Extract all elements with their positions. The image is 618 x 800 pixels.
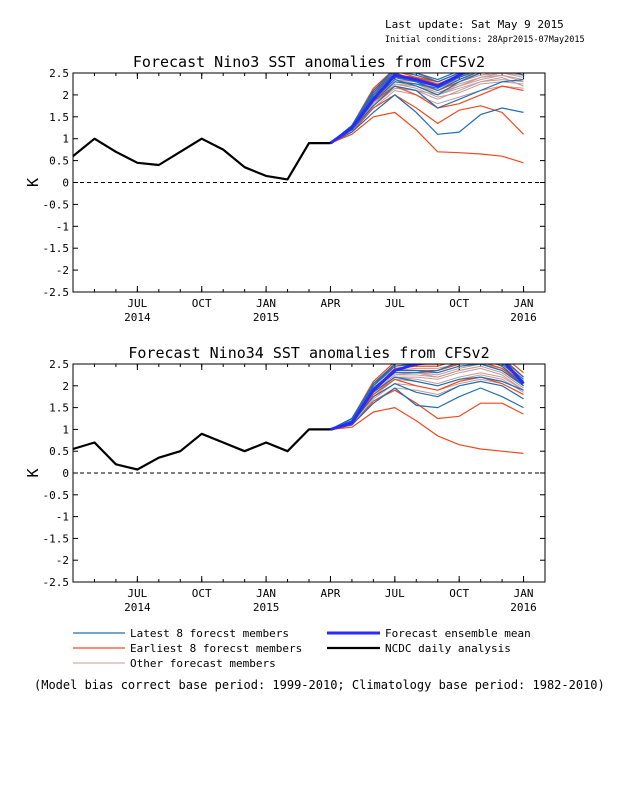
y-tick-label: -2.5 [43, 576, 70, 589]
x-tick-label: OCT [449, 587, 469, 600]
y-tick-label: 0.5 [49, 155, 69, 168]
y-tick-label: 1.5 [49, 111, 69, 124]
initial-conditions-text: Initial conditions: 28Apr2015-07May2015 [385, 35, 585, 45]
earliest-member-line [330, 389, 524, 430]
y-tick-label: -0.5 [43, 198, 70, 211]
x-tick-label: JAN [256, 297, 276, 310]
ncdc-analysis-line [73, 428, 331, 471]
chart-panel-1: Forecast Nino3 SST anomalies from CFSv2 K… [24, 53, 546, 324]
legend-label-analysis: NCDC daily analysis [385, 642, 511, 655]
latest-member-line [330, 380, 524, 430]
legend-label-mean: Forecast ensemble mean [385, 627, 531, 640]
ensemble-mean-line [329, 73, 467, 145]
legend-label-earliest: Earliest 8 forecst members [130, 642, 302, 655]
y-tick-label: -2.5 [43, 286, 70, 299]
earliest-member-line [330, 364, 524, 430]
earliest-member-line [330, 111, 524, 164]
x-tick-label: OCT [192, 297, 212, 310]
y-tick-label: 0.5 [49, 445, 69, 458]
y-axis-label: K [24, 178, 42, 187]
latest-member-line [330, 79, 524, 144]
legend-label-latest: Latest 8 forecst members [130, 627, 289, 640]
x-tick-label: JUL [385, 587, 405, 600]
latest-member-line [330, 364, 524, 430]
x-tick-label: JAN [256, 587, 276, 600]
y-tick-label: -1.5 [43, 242, 70, 255]
x-tick-year-label: 2016 [510, 601, 537, 614]
last-update-text: Last update: Sat May 9 2015 [385, 18, 564, 31]
chart-title: Forecast Nino3 SST anomalies from CFSv2 [133, 53, 485, 71]
y-tick-label: -1 [56, 220, 69, 233]
y-tick-label: 0 [62, 177, 69, 190]
y-tick-label: -1 [56, 511, 69, 524]
plot-frame [72, 363, 546, 583]
y-tick-label: -2 [56, 554, 69, 567]
x-tick-year-label: 2015 [253, 601, 280, 614]
x-tick-year-label: 2014 [124, 601, 151, 614]
x-tick-year-label: 2014 [124, 311, 151, 324]
x-tick-year-label: 2016 [510, 311, 537, 324]
x-tick-label: JUL [127, 297, 147, 310]
ncdc-analysis-line [73, 137, 331, 181]
y-tick-label: 2 [62, 380, 69, 393]
series-group [73, 364, 525, 471]
y-tick-label: -1.5 [43, 532, 70, 545]
y-tick-label: 2.5 [49, 358, 69, 371]
x-tick-year-label: 2015 [253, 311, 280, 324]
chart-panel-2: Forecast Nino34 SST anomalies from CFSv2… [24, 344, 546, 614]
y-tick-label: 2 [62, 89, 69, 102]
chart-title: Forecast Nino34 SST anomalies from CFSv2 [128, 344, 489, 362]
ensemble-mean-line [330, 364, 525, 431]
latest-member-line [330, 387, 524, 430]
y-tick-label: -0.5 [43, 489, 70, 502]
y-tick-label: -2 [56, 264, 69, 277]
x-tick-label: JUL [127, 587, 147, 600]
earliest-member-line [330, 407, 524, 454]
plot-frame [72, 72, 546, 293]
latest-member-line [330, 94, 524, 144]
y-tick-label: 2.5 [49, 67, 69, 80]
x-tick-label: JAN [514, 297, 534, 310]
legend-label-other: Other forecast members [130, 657, 276, 670]
y-axis-label: K [24, 468, 42, 477]
x-tick-label: OCT [449, 297, 469, 310]
earliest-member-line [330, 94, 524, 144]
x-tick-label: JUL [385, 297, 405, 310]
other-member-line [330, 364, 524, 430]
y-tick-label: 1 [62, 423, 69, 436]
y-tick-label: 1.5 [49, 402, 69, 415]
series-group [73, 73, 524, 181]
x-tick-label: APR [321, 297, 341, 310]
legend: Latest 8 forecst members Earliest 8 forec… [73, 627, 531, 670]
x-tick-label: OCT [192, 587, 212, 600]
x-tick-label: APR [321, 587, 341, 600]
y-tick-label: 1 [62, 133, 69, 146]
bias-correction-note: (Model bias correct base period: 1999-20… [34, 678, 605, 692]
other-member-line [330, 81, 524, 144]
x-tick-label: JAN [514, 587, 534, 600]
latest-member-line [330, 73, 456, 144]
y-tick-label: 0 [62, 467, 69, 480]
